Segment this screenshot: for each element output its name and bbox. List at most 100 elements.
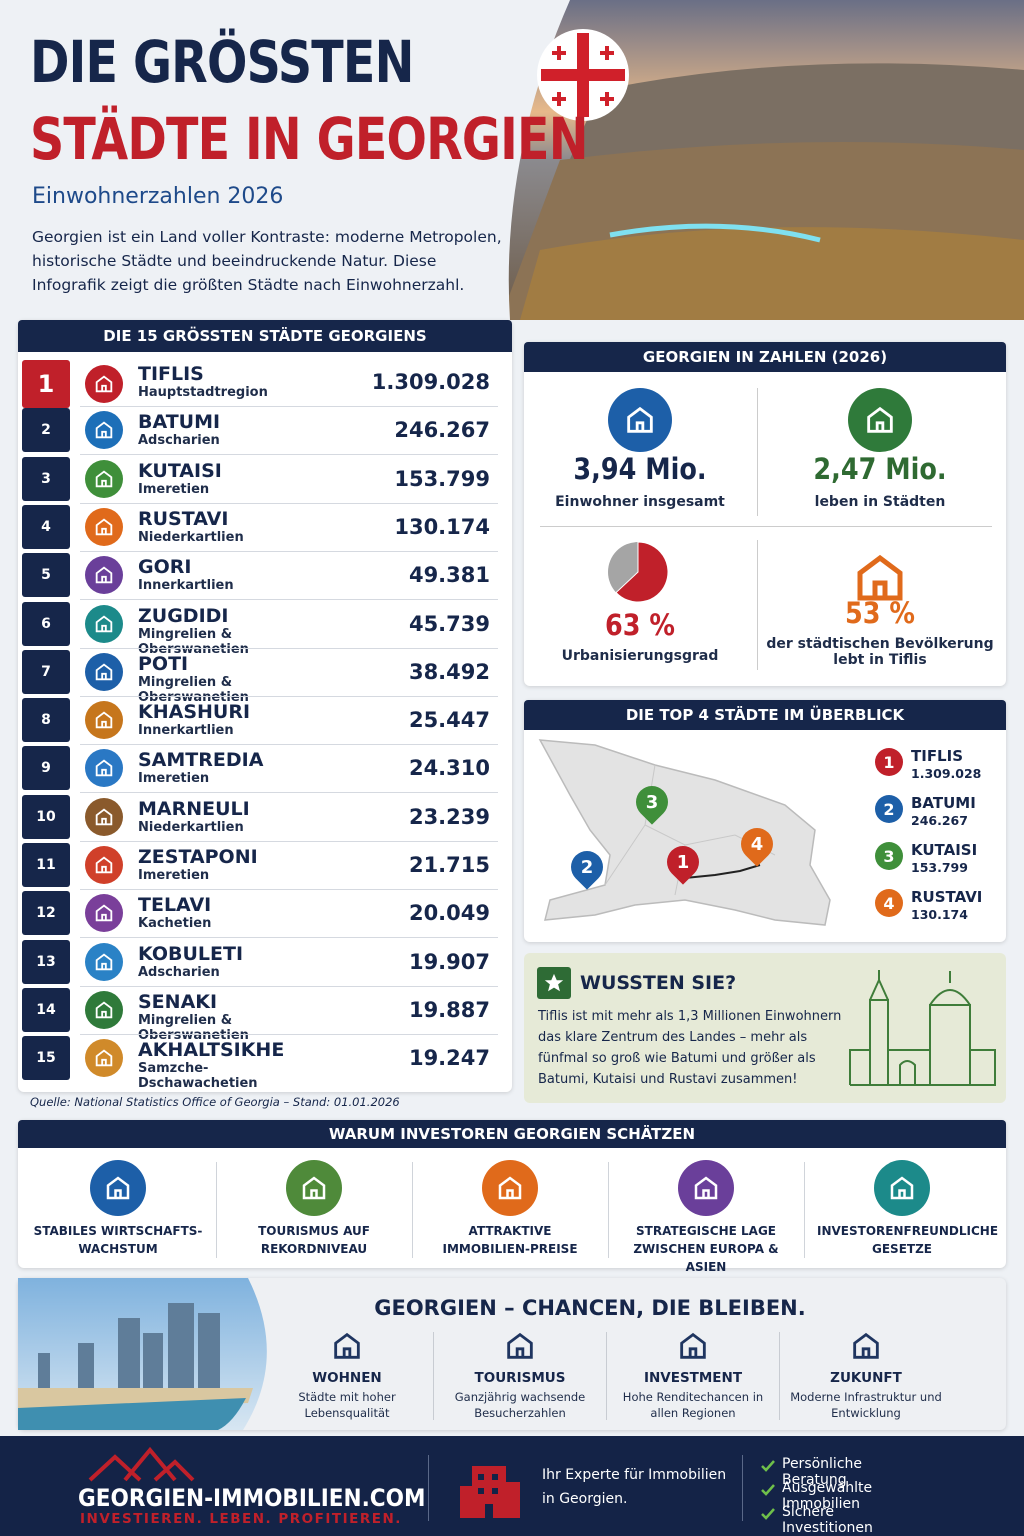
icon-glyph (680, 1332, 706, 1359)
intro: Georgien ist ein Land voller Kontraste: … (32, 228, 502, 294)
list-name: BATUMI (911, 794, 976, 812)
rank-badge: 3 (22, 456, 70, 501)
icon (85, 1039, 123, 1078)
check (761, 1484, 775, 1496)
row-divider (80, 599, 498, 601)
icon-glyph (95, 856, 113, 874)
coast-photo (18, 1278, 267, 1430)
city-region: Hauptstadtregion (138, 385, 268, 400)
icon-glyph (95, 1001, 113, 1019)
row-divider (80, 406, 498, 407)
rank-badge: 13 (22, 939, 70, 984)
icon-glyph (95, 615, 113, 632)
fact-label: leben in Städten (814, 494, 946, 510)
icon (482, 1160, 538, 1216)
city-name: KOBULETI (138, 942, 244, 965)
chance-text: Moderne Infrastruktur und Entwicklung (790, 1390, 942, 1420)
city-population: 153.799 (394, 466, 490, 491)
icon-glyph (853, 1332, 879, 1359)
fact-label: der städtischen Bevölkerung lebt in Tifl… (766, 636, 994, 668)
fact-value: 63 % (605, 608, 675, 642)
icon-glyph (694, 1176, 718, 1200)
urbanization-pie (608, 541, 669, 603)
icon (286, 1160, 342, 1216)
city-region: Adscharien (138, 964, 220, 980)
city-population: 19.887 (408, 997, 490, 1022)
chance-text: Ganzjährig wachsende Besucherzahlen (454, 1390, 586, 1420)
investors-title: WARUM INVESTOREN GEORGIEN SCHÄTZEN (18, 1120, 1006, 1148)
investor-reason: STRATEGISCHE LAGE ZWISCHEN EUROPA & ASIE… (633, 1224, 779, 1274)
icon (329, 1328, 365, 1364)
icon (608, 388, 672, 452)
logo-houses (88, 1446, 195, 1482)
city-region: Imeretien (138, 771, 210, 787)
icon-glyph (106, 1176, 130, 1200)
subtitle: Einwohnerzahlen 2026 (32, 184, 284, 209)
divider (804, 1162, 805, 1258)
icon (85, 797, 123, 836)
icon (85, 411, 123, 450)
divider (779, 1332, 780, 1420)
city-region: Mingrelien & Oberswanetien (138, 674, 249, 705)
icon (90, 1160, 146, 1216)
city-population: 20.049 (408, 901, 490, 926)
divider (412, 1162, 413, 1258)
city-region: Innerkartlien (138, 578, 234, 594)
icon (848, 1328, 884, 1364)
list-name: KUTAISI (911, 841, 978, 859)
divider (757, 388, 758, 516)
icon-glyph (867, 406, 893, 433)
chance-text: Hohe Renditechancen in allen Regionen (622, 1390, 764, 1420)
city-population: 130.174 (394, 514, 490, 539)
building-icon (460, 1466, 520, 1518)
city-name: ZUGDIDI (138, 604, 229, 627)
brand: GEORGIEN-IMMOBILIEN.COM (78, 1484, 426, 1512)
investor-reason: TOURISMUS AUF REKORDNIVEAU (258, 1224, 370, 1256)
chances-title: GEORGIEN – CHANCEN, DIE BLEIBEN. (374, 1296, 806, 1320)
investor-reason: INVESTORENFREUNDLICHE GESETZE (817, 1224, 999, 1256)
icon-glyph (95, 375, 113, 393)
list-badge: 2 (875, 795, 903, 823)
city-name: SAMTREDIA (138, 749, 264, 772)
map-pin-number: 4 (750, 834, 764, 855)
city-population: 1.309.028 (371, 370, 490, 394)
row-divider (80, 1033, 498, 1035)
divider (606, 1332, 607, 1420)
star (544, 973, 564, 992)
did-you-know-panel (524, 953, 1006, 1103)
source: Quelle: National Statistics Office of Ge… (30, 1095, 400, 1109)
icon-glyph (95, 566, 113, 584)
icon (85, 652, 123, 691)
city-name: AKHALTSIKHE (138, 1039, 285, 1062)
icon-glyph (627, 406, 653, 433)
icon (85, 459, 123, 498)
divider (608, 1162, 609, 1258)
divider (742, 1455, 743, 1521)
rank-badge: 8 (22, 698, 70, 743)
check-icon (760, 1506, 776, 1522)
icon-glyph (95, 663, 113, 681)
row-divider (80, 550, 498, 552)
icon (874, 1160, 930, 1216)
check-icon (760, 1482, 776, 1498)
rank-badge: 12 (22, 891, 70, 936)
city-population: 25.447 (408, 708, 490, 733)
title-line-2: STÄDTE IN GEORGIEN (30, 105, 589, 173)
chance-title: INVESTMENT (643, 1370, 743, 1386)
footer-bullet: Ausgewählte Immobilien (782, 1480, 873, 1512)
icon (85, 894, 123, 933)
slogan: INVESTIEREN. LEBEN. PROFITIEREN. (80, 1511, 402, 1527)
map (538, 739, 831, 926)
city-population: 19.907 (408, 949, 490, 974)
rank-badge: 7 (22, 649, 70, 694)
title-line-1: DIE GRÖSSTEN (30, 28, 414, 96)
icon (85, 507, 123, 546)
icon-glyph (890, 1176, 914, 1200)
city-region: Mingrelien & Oberswanetien (138, 626, 249, 657)
investor-reason: ATTRAKTIVE IMMOBILIEN-PREISE (442, 1224, 578, 1256)
fact-value: 3,94 Mio. (573, 452, 707, 486)
city-name: BATUMI (138, 411, 221, 434)
icon (85, 990, 123, 1029)
icon (85, 846, 123, 884)
